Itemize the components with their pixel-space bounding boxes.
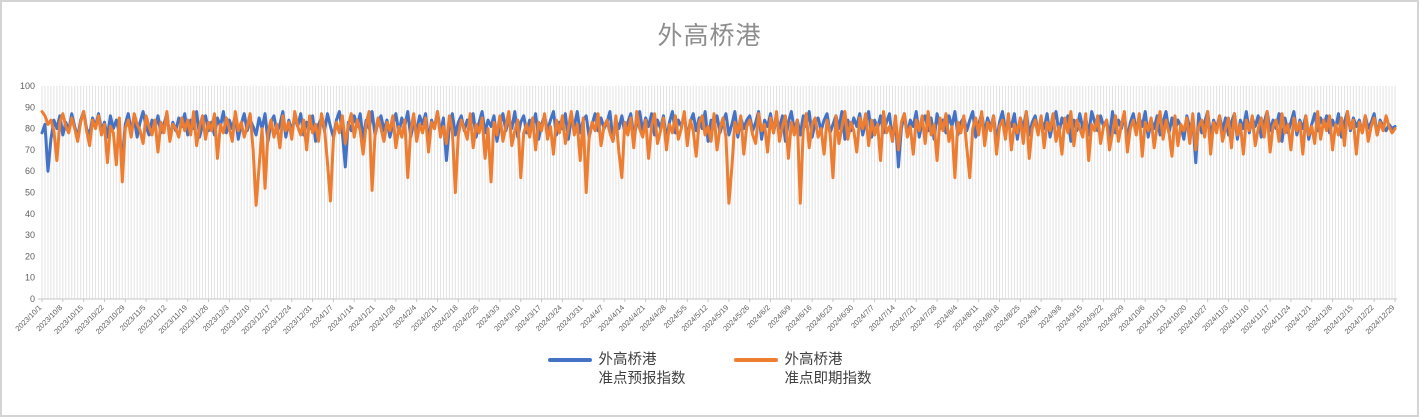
x-axis-labels: 2023/10/12023/10/82023/10/152023/10/2220… (13, 303, 1396, 336)
svg-text:80: 80 (25, 124, 35, 134)
legend-line-sample-blue (547, 358, 592, 362)
series-line-spot-index[interactable] (40, 110, 1397, 207)
svg-text:10: 10 (25, 273, 35, 283)
legend-entry-spot-index[interactable]: 外高桥港 准点即期指数 (733, 351, 872, 389)
svg-text:70: 70 (25, 145, 35, 155)
svg-text:90: 90 (25, 102, 35, 112)
legend-label-line2: 准点即期指数 (784, 371, 872, 387)
legend-label-spot-index: 外高桥港 准点即期指数 (785, 351, 872, 389)
svg-text:0: 0 (30, 294, 35, 304)
svg-text:30: 30 (25, 230, 35, 240)
x-axis-ticks (41, 299, 1396, 302)
svg-text:40: 40 (25, 209, 35, 219)
svg-text:60: 60 (25, 166, 35, 176)
legend-line-sample-orange (733, 358, 778, 362)
y-axis-labels: 0 10 20 30 40 50 60 70 80 90 100 (20, 81, 35, 304)
svg-text:20: 20 (25, 251, 35, 261)
legend-entry-forecast-index[interactable]: 外高桥港 准点预报指数 (547, 351, 686, 389)
legend-label-forecast-index: 外高桥港 准点预报指数 (599, 351, 686, 389)
svg-text:100: 100 (20, 81, 35, 91)
legend-label-line1: 外高桥港 (784, 352, 843, 368)
legend-label-line2: 准点预报指数 (598, 371, 686, 387)
svg-text:50: 50 (25, 188, 35, 198)
chart-title[interactable]: 外高桥港 (657, 22, 762, 50)
legend-label-line1: 外高桥港 (598, 352, 657, 368)
chart-legend: 外高桥港 准点预报指数 外高桥港 准点即期指数 (2, 351, 1417, 389)
